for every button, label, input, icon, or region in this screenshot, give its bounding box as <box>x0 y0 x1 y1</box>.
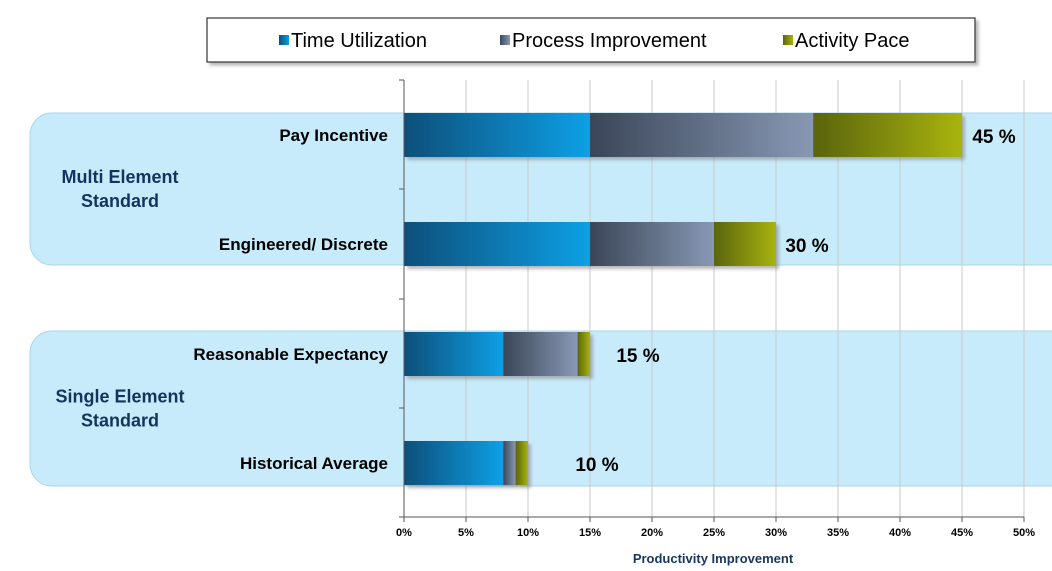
total-label-pay-incentive: 45 % <box>972 127 1015 148</box>
bar-stack-historical-average <box>404 441 528 485</box>
x-tick-label-40: 40% <box>889 527 911 539</box>
legend-swatch-process-improvement <box>500 35 510 45</box>
category-label-engineered-discrete: Engineered/ Discrete <box>219 235 388 254</box>
legend-swatch-time-utilization <box>279 35 289 45</box>
x-tick-label-30: 30% <box>765 527 787 539</box>
x-tick-label-35: 35% <box>827 527 849 539</box>
bar-pay-incentive-process-improvement <box>590 113 814 157</box>
bar-pay-incentive-activity-pace <box>813 113 962 157</box>
group-label-0-line-1: Standard <box>81 191 159 211</box>
group-label-1-line-0: Single Element <box>55 387 184 407</box>
x-tick-label-0: 0% <box>396 527 412 539</box>
group-label-0-line-0: Multi Element <box>61 167 178 187</box>
group-band-1 <box>29 330 1052 487</box>
bar-pay-incentive-time-utilization <box>404 113 590 157</box>
x-tick-label-50: 50% <box>1013 527 1035 539</box>
bar-reasonable-expectancy-time-utilization <box>404 332 504 376</box>
bar-stack-reasonable-expectancy <box>404 332 590 376</box>
bar-reasonable-expectancy-activity-pace <box>577 332 590 376</box>
x-tick-label-5: 5% <box>458 527 474 539</box>
bar-reasonable-expectancy-process-improvement <box>503 332 578 376</box>
bar-stack-engineered-discrete <box>404 222 776 266</box>
total-label-reasonable-expectancy: 15 % <box>616 346 659 367</box>
group-label-1-line-1: Standard <box>81 411 159 431</box>
bar-historical-average-process-improvement <box>503 441 516 485</box>
category-label-pay-incentive: Pay Incentive <box>279 126 388 145</box>
x-tick-label-20: 20% <box>641 527 663 539</box>
legend-label-time-utilization: Time Utilization <box>291 30 427 52</box>
bar-engineered-discrete-activity-pace <box>714 222 776 266</box>
category-label-historical-average: Historical Average <box>240 454 388 473</box>
total-label-historical-average: 10 % <box>575 455 618 476</box>
x-tick-label-10: 10% <box>517 527 539 539</box>
total-label-engineered-discrete: 30 % <box>785 236 828 257</box>
bars <box>404 113 962 485</box>
group-bands <box>29 112 1052 487</box>
legend: Time Utilization Process Improvement Activ… <box>206 17 976 63</box>
bar-engineered-discrete-process-improvement <box>590 222 714 266</box>
legend-label-process-improvement: Process Improvement <box>512 30 707 52</box>
legend-box <box>206 17 976 63</box>
x-tick-label-45: 45% <box>951 527 973 539</box>
legend-swatch-activity-pace <box>783 35 793 45</box>
labels: Multi Element Standard Single Element Stand… <box>55 126 1015 476</box>
bar-historical-average-time-utilization <box>404 441 504 485</box>
legend-label-activity-pace: Activity Pace <box>795 30 909 52</box>
x-axis-title: Productivity Improvement <box>633 551 794 566</box>
x-tick-label-15: 15% <box>579 527 601 539</box>
category-label-reasonable-expectancy: Reasonable Expectancy <box>193 345 388 364</box>
x-tick-label-25: 25% <box>703 527 725 539</box>
bar-historical-average-activity-pace <box>515 441 528 485</box>
bar-engineered-discrete-time-utilization <box>404 222 590 266</box>
bar-stack-pay-incentive <box>404 113 962 157</box>
axes: 0% 5% 10% 15% 20% 25% 30% 35% 40% 45% 50% Productiv… <box>396 79 1035 566</box>
